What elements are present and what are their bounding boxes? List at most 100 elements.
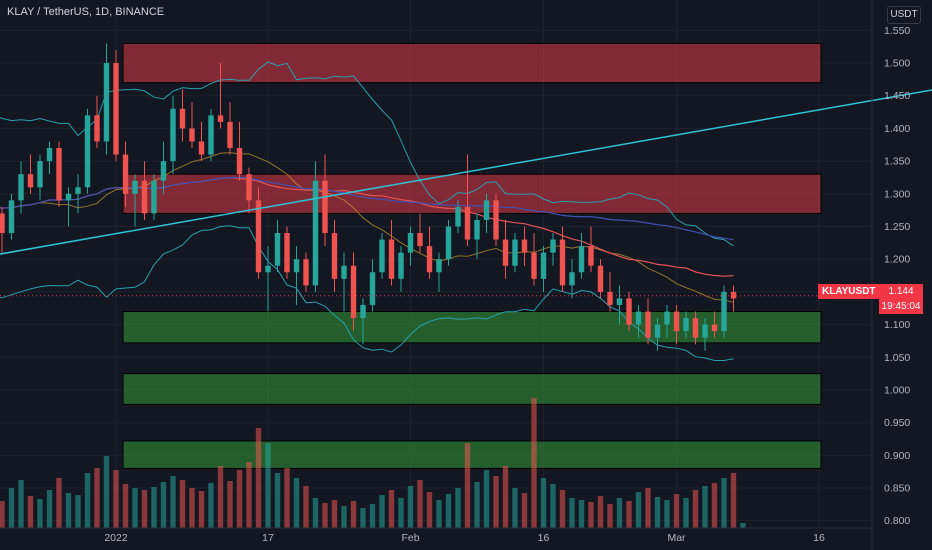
volume-bar [740,523,746,528]
candle-body [227,121,233,149]
candle-body [312,180,319,286]
volume-bar [654,497,661,528]
volume-bar [521,493,528,528]
candle-body [246,174,252,201]
drawing-layer [0,89,932,255]
volume-bar [274,473,281,528]
volume-bar [18,480,24,528]
candle-body [645,311,651,338]
y-tick-label: 0.950 [884,417,910,429]
candle-body [512,239,518,266]
volume-bar [664,500,670,528]
trendline [0,89,932,255]
volume-bar [559,490,566,528]
candle-body [474,219,480,240]
candle-body [37,161,43,188]
candle-body [122,154,129,194]
candle-body [730,291,737,299]
volume-bar [189,488,195,528]
candle-body [521,239,528,253]
volume-bar [293,478,300,528]
y-tick-label: 1.450 [884,90,910,102]
volume-bar [331,500,338,528]
volume-bar [122,484,129,528]
candle-body [683,318,689,332]
x-tick-label: 16 [813,532,825,544]
candle-body [664,311,670,325]
candle-body [493,200,499,240]
candle-body [27,174,34,188]
candle-body [502,239,509,266]
bollinger-upper [0,61,734,247]
volume-bar [0,501,5,528]
volume-bar [227,481,233,528]
volume-bar [312,498,319,528]
volume-bar [246,462,252,528]
volume-bar [702,486,708,528]
volume-bar [388,490,395,528]
volume-bar [455,488,461,528]
volume-bar [141,490,148,528]
volume-bar [607,504,613,528]
volume-bar [170,476,176,528]
candle-body [616,298,623,305]
symbol-header: KLAY / TetherUS, 1D, BINANCE [7,6,165,18]
volume-bar [27,496,34,528]
volume-bar [426,492,433,528]
volume-bar [151,487,157,528]
candle-body [635,311,642,325]
volume-bar [284,468,290,528]
volume-bar [303,486,309,528]
candle-layer [0,43,737,351]
volume-bar [75,495,81,528]
volume-bar [46,490,53,528]
volume-bar [445,494,452,528]
volume-bar [569,498,575,528]
volume-bar [255,428,262,528]
candle-body [578,246,585,273]
volume-bar [103,456,110,528]
candle-body [464,206,471,240]
y-tick-label: 1.400 [884,123,910,135]
candle-body [198,141,205,155]
candle-body [559,239,566,286]
candle-body [436,259,442,273]
candle-body [255,200,262,273]
candle-body [170,108,176,162]
volume-bar [645,488,651,528]
candle-body [597,265,604,292]
x-tick-label: 16 [538,532,550,544]
candle-body [550,239,556,253]
candle-body [379,239,385,273]
y-tick-label: 0.850 [884,483,910,495]
candle-body [284,233,290,273]
supply-zone [122,173,822,214]
candle-body [103,63,110,142]
candle-body [360,304,366,319]
y-tick-label: 1.250 [884,221,910,233]
x-tick-label: 2022 [104,532,128,544]
candle-body [702,324,708,338]
candle-body [8,200,15,234]
demand-zone [122,440,822,469]
candle-body [588,246,594,266]
volume-bar [540,478,547,528]
supply-zone [122,42,822,84]
currency-badge[interactable]: USDT [887,6,921,24]
candle-body [94,115,100,142]
volume-bar [341,506,347,528]
last-price-value: 1.144 [888,286,914,297]
candle-body [265,265,271,273]
x-tick-label: 17 [262,532,274,544]
candle-body [236,148,243,175]
volume-bar [198,491,205,528]
volume-bar [322,503,328,528]
y-tick-label: 1.550 [884,25,910,37]
volume-bar [113,470,119,528]
x-tick-label: Mar [667,532,686,544]
demand-zone [122,373,822,405]
candle-body [65,193,72,201]
volume-bar [350,501,357,528]
